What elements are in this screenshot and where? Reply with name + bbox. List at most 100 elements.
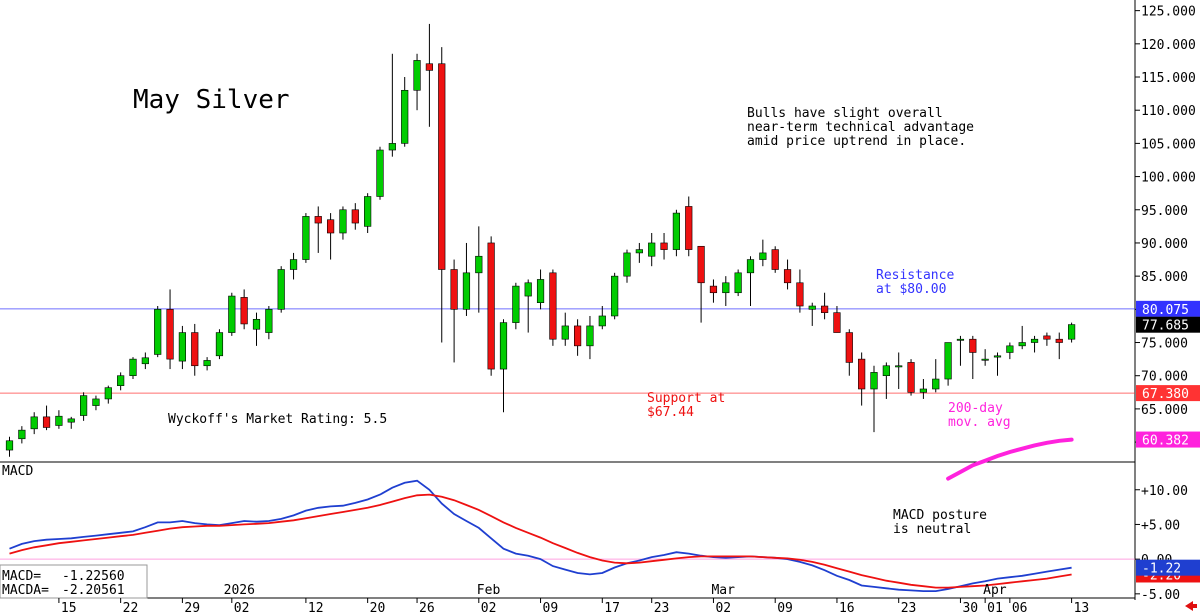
candle [549, 269, 557, 346]
candle [561, 312, 569, 346]
last-price-tag: 77.685 [1142, 319, 1189, 334]
candle-body-up [55, 415, 63, 426]
y-tick-label: 65.000 [1141, 403, 1188, 418]
candle-body-down [314, 216, 322, 224]
x-tick-label: 20 [370, 601, 386, 615]
candle-body-up [104, 387, 112, 400]
candle-body-up [215, 332, 224, 357]
candle [512, 282, 520, 330]
candle [104, 385, 112, 404]
candle [573, 319, 582, 356]
candle [882, 362, 890, 399]
y-tick-label: 70.000 [1141, 370, 1188, 385]
candle [981, 349, 989, 366]
candle [326, 213, 335, 260]
candle-body-up [882, 365, 890, 377]
candle-body-down [549, 272, 557, 340]
candle [524, 279, 532, 333]
candle-body-up [499, 322, 508, 370]
candle [845, 329, 853, 376]
candle-body-up [228, 295, 236, 333]
x-tick-label: 09 [777, 601, 793, 615]
candle-body-down [351, 209, 359, 224]
candle-body-down [191, 332, 199, 367]
y-tick-label: 90.000 [1141, 237, 1188, 252]
candle-body-up [277, 269, 285, 310]
candle [796, 269, 804, 313]
candle-body-up [1018, 342, 1026, 347]
candle [660, 233, 668, 260]
macd-legend-box [0, 564, 148, 599]
candle [858, 352, 866, 406]
candle-body-up [536, 279, 545, 303]
y-tick-label: 110.000 [1141, 104, 1196, 119]
candle [462, 242, 471, 316]
candle [709, 279, 718, 303]
candle [734, 269, 742, 297]
candle [783, 259, 792, 290]
candle [314, 206, 322, 253]
candle-body-up [512, 285, 520, 323]
candle [364, 193, 372, 233]
candle-body-up [67, 418, 75, 423]
candle-body-up [5, 440, 14, 451]
candle-body-up [302, 216, 310, 260]
candle-body-up [388, 143, 396, 151]
candle-body-down [783, 269, 792, 284]
candle [635, 242, 643, 263]
candle-body-down [907, 362, 915, 393]
candle-body-up [734, 272, 742, 294]
candle [722, 276, 730, 307]
candle-body-up [635, 249, 643, 254]
candle [178, 325, 187, 370]
candle [425, 23, 434, 127]
candle [623, 249, 631, 283]
candle [67, 416, 75, 429]
candle [1043, 332, 1051, 346]
x-tick-label: 02 [481, 601, 497, 615]
candle-body-up [30, 416, 38, 430]
mov-avg-label-2: mov. avg [948, 415, 1011, 430]
candle-body-down [771, 249, 779, 270]
candle [993, 352, 1002, 376]
candle [117, 372, 125, 391]
candle [252, 312, 261, 346]
resistance-price-tag: 80.075 [1142, 303, 1189, 318]
candle-body-up [18, 429, 26, 440]
red-left-arrow-icon[interactable] [1185, 601, 1197, 611]
x-month-label: Feb [477, 583, 501, 598]
candle [956, 335, 965, 366]
candle [1006, 342, 1014, 360]
candle-body-up [252, 318, 261, 330]
candle [289, 252, 298, 280]
candle [401, 77, 409, 147]
candle [18, 426, 26, 444]
candle [536, 269, 545, 310]
candle [697, 245, 705, 323]
macd-y-tick-label: +10.00 [1141, 484, 1188, 499]
x-tick-label: 02 [234, 601, 250, 615]
candle-body-up [586, 325, 594, 347]
candle-body-up [129, 358, 137, 377]
candle-body-up [462, 272, 471, 310]
candle-body-up [117, 375, 125, 386]
candle [203, 357, 211, 371]
x-tick-label: 26 [419, 601, 435, 615]
candle-body-up [648, 242, 656, 257]
macd-panel-title: MACD [2, 464, 33, 479]
candle [376, 146, 384, 200]
x-axis: 15 22 29 02 12 20 26 02 09 17 23 02 09 16 23 30 01 06 1320… [58, 583, 1089, 615]
mov-avg-line [946, 437, 1074, 481]
candle [833, 306, 841, 333]
last-price-tag-bg [1136, 316, 1200, 333]
candle-body-down [1055, 338, 1063, 343]
candle [820, 292, 829, 320]
candle-body-up [919, 388, 927, 393]
macd-posture-line-1: MACD posture [893, 508, 987, 523]
candle-body-up [80, 395, 88, 416]
candlesticks [5, 23, 1076, 457]
candle-body-up [475, 255, 483, 274]
resistance-label-2: at $80.00 [876, 282, 946, 297]
candle [55, 410, 63, 429]
y-tick-label: 125.000 [1141, 5, 1196, 20]
